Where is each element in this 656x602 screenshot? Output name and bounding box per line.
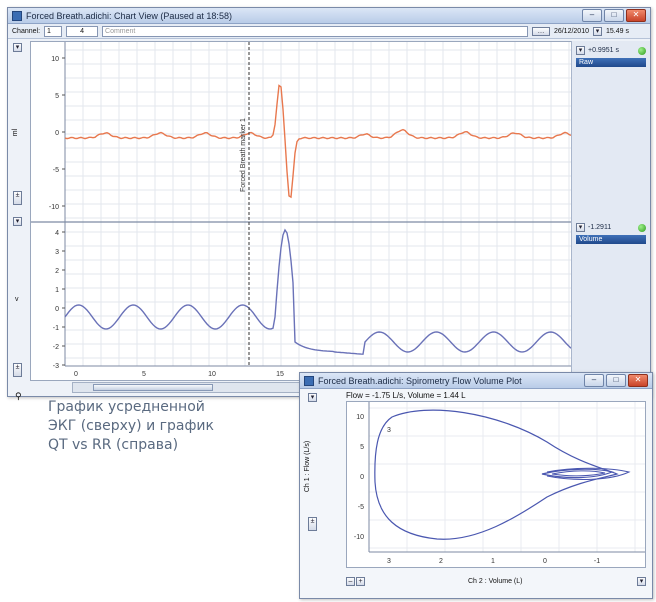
- bottom-channel-menu-button[interactable]: ▾: [13, 217, 22, 226]
- channel-selector[interactable]: 4: [66, 25, 99, 37]
- channel2-menu-button[interactable]: ▾: [576, 223, 585, 232]
- channel1-value: +0.9951 s: [588, 47, 619, 54]
- bottom-scale-button[interactable]: ±: [13, 363, 22, 377]
- app-icon: [12, 10, 22, 21]
- chart-view-titlebar[interactable]: Forced Breath.adichi: Chart View (Paused…: [8, 8, 650, 24]
- chart-view-title: Forced Breath.adichi: Chart View (Paused…: [26, 10, 232, 21]
- caption-line-2: ЭКГ (сверху) и график: [48, 418, 214, 434]
- flow-volume-title: Forced Breath.adichi: Spirometry Flow Vo…: [318, 375, 522, 386]
- channel1-status-icon: [638, 46, 646, 55]
- channel-field[interactable]: 1: [44, 25, 63, 37]
- zoom-icon[interactable]: ⚲: [15, 391, 22, 401]
- bottom-y-tick-label: 4: [55, 230, 59, 237]
- bottom-y-tick-label: 2: [55, 268, 59, 275]
- popup-y-tick-label: -10: [354, 534, 364, 541]
- bottom-channel-units: v: [15, 296, 19, 303]
- bottom-channel-trace: [64, 228, 572, 355]
- bottom-y-tick-label: -1: [53, 325, 59, 332]
- right-channel-panel: ▾ +0.9951 s Raw ▾ -1.2911 Volume: [571, 41, 650, 395]
- channel1-menu-button[interactable]: ▾: [576, 46, 585, 55]
- zoom-readout: 15.49 s: [606, 27, 629, 35]
- caption-line-3: QT vs RR (справа): [48, 437, 179, 453]
- popup-x-plus-button[interactable]: +: [356, 577, 365, 586]
- popup-app-icon: [304, 375, 314, 386]
- caption-line-1: График усредненной: [48, 399, 205, 415]
- top-channel-units: ml: [12, 128, 20, 137]
- flow-volume-window: Forced Breath.adichi: Spirometry Flow Vo…: [299, 372, 653, 599]
- top-channel-trace: [64, 84, 572, 199]
- bottom-y-tick-label: 3: [55, 249, 59, 256]
- x-tick-label: 10: [208, 371, 216, 378]
- popup-x-tick-label: 0: [543, 558, 547, 565]
- popup-y-tick-label: 10: [356, 414, 364, 421]
- channel2-value: -1.2911: [588, 224, 612, 231]
- flow-volume-readout: Flow = -1.75 L/s, Volume = 1.44 L: [346, 391, 466, 400]
- date-readout: 26/12/2010: [553, 27, 589, 35]
- popup-x-menu-button[interactable]: ▾: [637, 577, 646, 586]
- channel2-status-icon: [638, 223, 646, 232]
- top-y-tick-label: -10: [49, 204, 59, 211]
- top-y-tick-label: -5: [53, 167, 59, 174]
- channel1-header: ▾ +0.9951 s: [576, 45, 646, 56]
- channel-label: Channel:: [12, 27, 41, 35]
- popup-maximize-button[interactable]: □: [606, 374, 626, 387]
- top-scale-button[interactable]: ±: [13, 191, 22, 205]
- add-comment-button[interactable]: …: [531, 26, 550, 36]
- popup-y-scale-button[interactable]: ±: [308, 517, 317, 531]
- flow-volume-tidal-loop: [541, 468, 614, 479]
- left-control-strip: ▾ ml ± ▾ v ± ⚲: [10, 41, 30, 401]
- flow-volume-tidal-loop-3: [546, 467, 631, 480]
- zoom-dropdown-button[interactable]: ▾: [593, 26, 602, 36]
- top-y-tick-label: 5: [55, 93, 59, 100]
- top-y-tick-label: 10: [51, 56, 59, 63]
- x-tick-label: 15: [276, 371, 284, 378]
- x-tick-label: 0: [74, 371, 78, 378]
- chart-toolbar: Channel: 1 4 Comment … 26/12/2010 ▾ 15.4…: [8, 24, 650, 39]
- minimize-button[interactable]: –: [582, 9, 602, 22]
- bottom-y-tick-label: 1: [55, 287, 59, 294]
- popup-y-tick-label: 0: [360, 474, 364, 481]
- channel1-function-dropdown[interactable]: Raw: [576, 58, 646, 67]
- top-y-tick-label: 0: [55, 130, 59, 137]
- loop-start-label: 3: [387, 427, 391, 434]
- figure-caption: График усредненной ЭКГ (сверху) и график…: [48, 398, 258, 455]
- popup-y-tick-label: 5: [360, 444, 364, 451]
- scrollbar-thumb[interactable]: [93, 384, 213, 391]
- comment-field[interactable]: Comment: [102, 25, 528, 37]
- bottom-y-tick-label: -3: [53, 363, 59, 370]
- popup-y-axis-label: Ch 1 : Flow (L/s): [304, 440, 312, 493]
- channel2-function-dropdown[interactable]: Volume: [576, 235, 646, 244]
- popup-y-menu-button[interactable]: ▾: [308, 393, 317, 402]
- bottom-y-tick-label: 0: [55, 306, 59, 313]
- popup-x-tick-label: 3: [387, 558, 391, 565]
- popup-y-tick-label: -5: [358, 504, 364, 511]
- top-channel-menu-button[interactable]: ▾: [13, 43, 22, 52]
- chart-view-window: Forced Breath.adichi: Chart View (Paused…: [7, 7, 651, 401]
- maximize-button[interactable]: □: [604, 9, 624, 22]
- horizontal-scrollbar[interactable]: [72, 382, 304, 393]
- popup-x-tick-label: -1: [594, 558, 600, 565]
- flow-volume-titlebar[interactable]: Forced Breath.adichi: Spirometry Flow Vo…: [300, 373, 652, 389]
- popup-x-axis-label: Ch 2 : Volume (L): [468, 578, 523, 585]
- close-button[interactable]: ✕: [626, 9, 646, 22]
- popup-minimize-button[interactable]: –: [584, 374, 604, 387]
- popup-x-tick-label: 2: [439, 558, 443, 565]
- channel2-header: ▾ -1.2911: [576, 222, 646, 233]
- chart-plot-area[interactable]: 10 5 0 -5 -10 4 3 2 1 0 -1 -2 -3 0 5 10 15 Forced Breath …: [30, 41, 572, 381]
- popup-x-minus-button[interactable]: –: [346, 577, 355, 586]
- event-marker-label: Forced Breath marker 1: [240, 118, 247, 192]
- popup-close-button[interactable]: ✕: [628, 374, 648, 387]
- popup-x-tick-label: 1: [491, 558, 495, 565]
- bottom-y-tick-label: -2: [53, 344, 59, 351]
- flow-volume-tidal-loop-2: [551, 470, 606, 477]
- flow-volume-loop: [374, 409, 619, 540]
- x-tick-label: 5: [142, 371, 146, 378]
